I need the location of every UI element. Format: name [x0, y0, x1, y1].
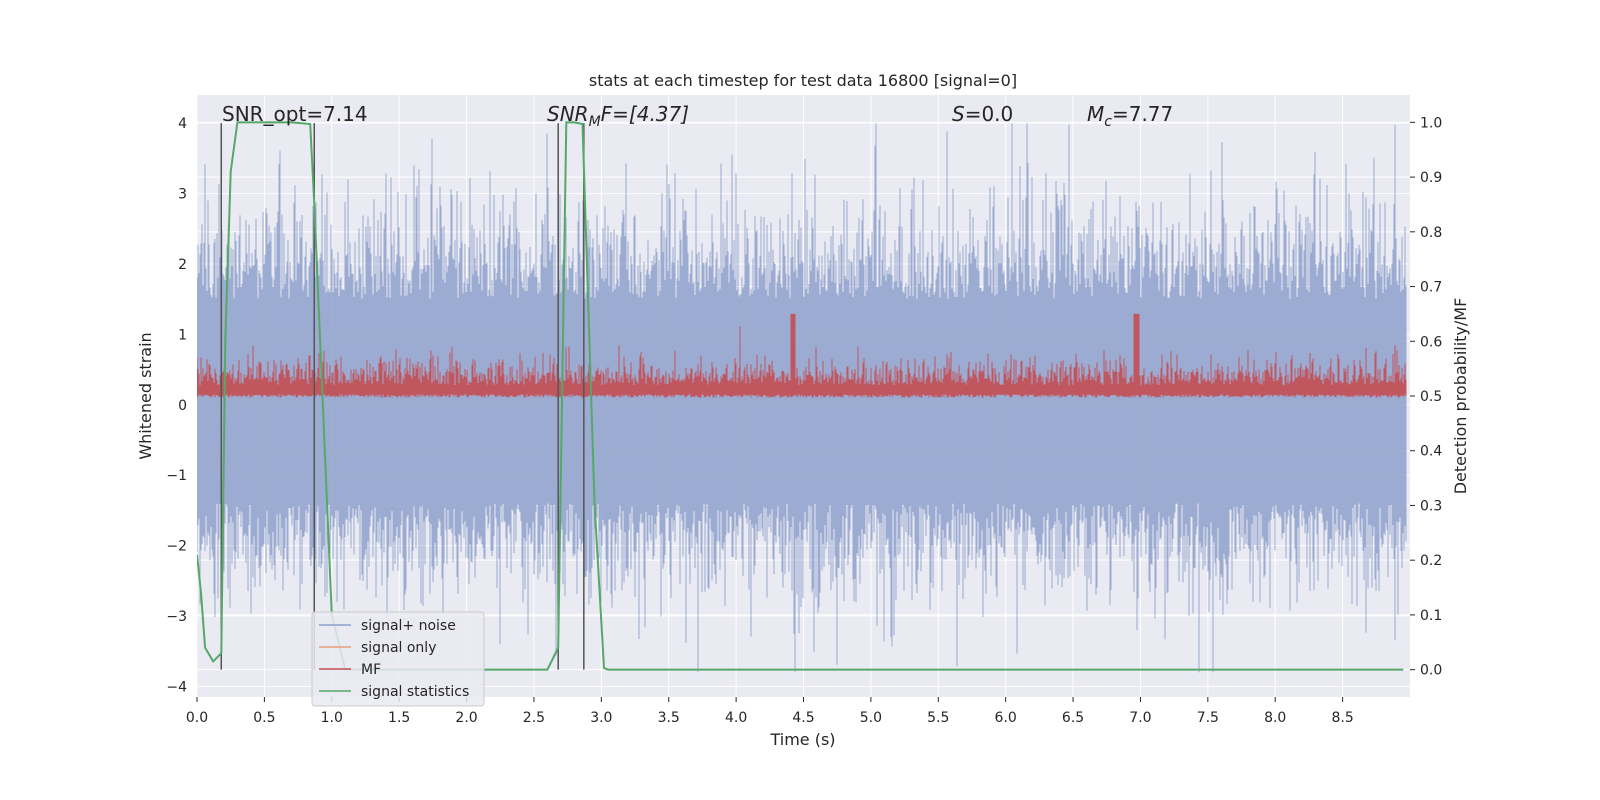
y-axis-label: Whitened strain [136, 332, 155, 459]
y-right-tick-label: 0.5 [1420, 389, 1442, 405]
y-tick-label: −3 [166, 609, 187, 625]
annotation-mc-main: M [1087, 102, 1104, 126]
x-tick-label: 8.5 [1331, 710, 1353, 726]
x-tick-label: 3.5 [658, 710, 680, 726]
x-tick-label: 1.5 [388, 710, 410, 726]
annotation-snr-mf-rest: F=[4.37] [601, 102, 689, 126]
annotation-mc-sub: c [1104, 114, 1112, 130]
x-axis-label: Time (s) [769, 730, 835, 749]
y-tick-label: 4 [178, 116, 187, 132]
y-tick-label: 0 [178, 398, 187, 414]
legend-label-signal-only: signal only [361, 640, 436, 656]
x-tick-label: 0.5 [253, 710, 275, 726]
y-tick-label: −2 [166, 539, 187, 555]
annotation-mc: Mc=7.77 [1087, 102, 1173, 130]
y-tick-label: −4 [166, 679, 187, 695]
x-tick-label: 1.0 [321, 710, 343, 726]
x-tick-label: 4.0 [725, 710, 747, 726]
y-right-tick-label: 0.4 [1420, 444, 1442, 460]
y-tick-label: 1 [178, 327, 187, 343]
x-tick-label: 2.5 [523, 710, 545, 726]
y-right-tick-label: 0.9 [1420, 170, 1442, 186]
y-right-tick-label: 0.8 [1420, 225, 1442, 241]
y-right-tick-label: 0.0 [1420, 663, 1442, 679]
x-tick-label: 4.5 [792, 710, 814, 726]
annotation-s-main: S [952, 102, 965, 126]
annotation-mc-rest: =7.77 [1112, 102, 1173, 126]
legend-label-signal-statistics: signal statistics [361, 684, 469, 700]
y-right-tick-label: 0.1 [1420, 608, 1442, 624]
x-tick-label: 6.0 [995, 710, 1017, 726]
y-axis-right-ticks: 1.0 0.9 0.8 0.7 0.6 0.5 0.4 0.3 0.2 0.1 0.0 [1410, 115, 1442, 679]
y-tick-label: −1 [166, 468, 187, 484]
x-tick-label: 6.5 [1062, 710, 1084, 726]
x-tick-label: 5.5 [927, 710, 949, 726]
legend-box [311, 611, 485, 707]
chart-title: stats at each timestep for test data 168… [589, 71, 1017, 90]
annotation-snr-mf-sub: M [589, 114, 601, 130]
x-axis-ticks: 0.0 0.5 1.0 1.5 2.0 2.5 3.0 3.5 4.0 4.5 5.0 5.5 6.0 6… [186, 697, 1354, 726]
legend: signal+ noise signal only MF signal stat… [311, 611, 485, 707]
y-axis-ticks: 4 3 2 1 0 −1 −2 −3 −4 [166, 116, 187, 695]
legend-label-mf: MF [361, 662, 381, 678]
annotation-snr-mf-main: SNR [547, 102, 589, 126]
x-tick-label: 7.5 [1197, 710, 1219, 726]
x-tick-label: 8.0 [1264, 710, 1286, 726]
y-right-tick-label: 1.0 [1420, 115, 1442, 131]
y-right-tick-label: 0.7 [1420, 280, 1442, 296]
y-right-tick-label: 0.2 [1420, 553, 1442, 569]
x-tick-label: 3.0 [590, 710, 612, 726]
annotation-snr-mf: SNRMF=[4.37] [547, 102, 689, 130]
y-right-tick-label: 0.6 [1420, 334, 1442, 350]
y-axis-right-label: Detection probability/MF [1451, 298, 1470, 495]
annotation-snr-opt: SNR_opt=7.14 [222, 102, 368, 126]
y-right-tick-label: 0.3 [1420, 498, 1442, 514]
annotation-s-rest: =0.0 [965, 102, 1014, 126]
mf-series [197, 313, 1407, 398]
x-tick-label: 2.0 [455, 710, 477, 726]
y-tick-label: 2 [178, 257, 187, 273]
x-tick-label: 0.0 [186, 710, 208, 726]
legend-label-signal-noise: signal+ noise [361, 618, 456, 634]
x-tick-label: 7.0 [1129, 710, 1151, 726]
y-tick-label: 3 [178, 187, 187, 203]
annotation-s: S=0.0 [952, 102, 1013, 126]
mf-line [197, 313, 1407, 398]
x-tick-label: 5.0 [860, 710, 882, 726]
